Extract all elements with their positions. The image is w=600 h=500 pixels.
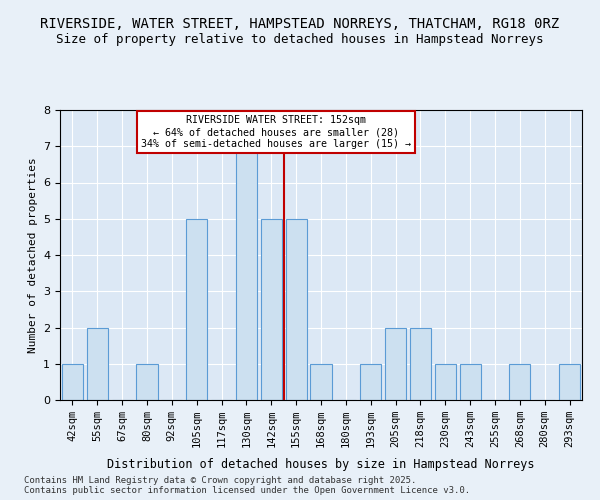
Bar [186, 219, 207, 400]
Bar [261, 219, 282, 400]
Bar [87, 328, 108, 400]
Bar [136, 364, 158, 400]
Text: RIVERSIDE, WATER STREET, HAMPSTEAD NORREYS, THATCHAM, RG18 0RZ: RIVERSIDE, WATER STREET, HAMPSTEAD NORRE… [40, 18, 560, 32]
Bar [286, 219, 307, 400]
Bar [509, 364, 530, 400]
Bar [62, 364, 83, 400]
Bar [385, 328, 406, 400]
Bar [559, 364, 580, 400]
Text: Size of property relative to detached houses in Hampstead Norreys: Size of property relative to detached ho… [56, 32, 544, 46]
X-axis label: Distribution of detached houses by size in Hampstead Norreys: Distribution of detached houses by size … [107, 458, 535, 471]
Text: RIVERSIDE WATER STREET: 152sqm
← 64% of detached houses are smaller (28)
34% of : RIVERSIDE WATER STREET: 152sqm ← 64% of … [141, 116, 411, 148]
Bar [360, 364, 381, 400]
Text: Contains HM Land Registry data © Crown copyright and database right 2025.
Contai: Contains HM Land Registry data © Crown c… [24, 476, 470, 495]
Bar [435, 364, 456, 400]
Bar [236, 146, 257, 400]
Y-axis label: Number of detached properties: Number of detached properties [28, 157, 38, 353]
Bar [460, 364, 481, 400]
Bar [310, 364, 332, 400]
Bar [410, 328, 431, 400]
